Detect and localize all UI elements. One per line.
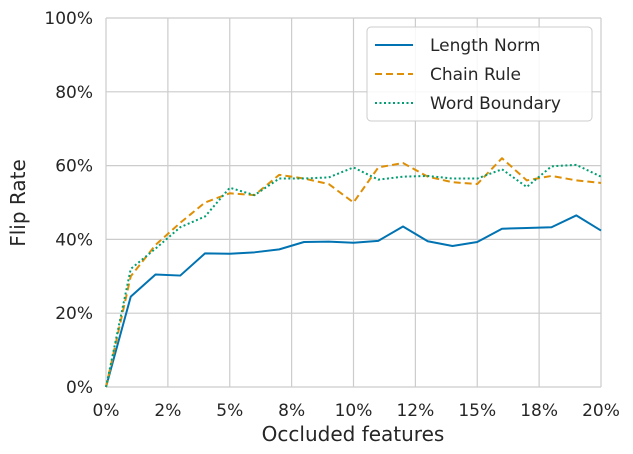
x-tick-label: 18% — [520, 401, 558, 421]
legend-label: Word Boundary — [430, 94, 561, 114]
y-tick-label: 40% — [55, 230, 93, 250]
x-tick-label: 12% — [396, 401, 434, 421]
x-tick-label: 5% — [216, 401, 243, 421]
x-tick-label: 10% — [335, 401, 373, 421]
x-tick-label: 2% — [154, 401, 181, 421]
y-axis-title: Flip Rate — [6, 159, 30, 247]
y-tick-label: 80% — [55, 83, 93, 103]
legend-label: Length Norm — [430, 36, 540, 56]
x-tick-label: 0% — [93, 401, 120, 421]
x-axis-ticks: 0% 2% 5% 8% 10% 12% 15% 18% 20% — [93, 401, 620, 421]
y-tick-label: 0% — [66, 378, 93, 398]
series-line-chain-rule — [105, 157, 602, 388]
legend-label: Chain Rule — [430, 65, 521, 85]
legend: Length Norm Chain Rule Word Boundary — [366, 26, 593, 122]
y-tick-label: 60% — [55, 157, 93, 177]
series-line-word-boundary — [105, 163, 602, 388]
y-tick-label: 100% — [44, 9, 93, 29]
x-tick-label: 20% — [582, 401, 620, 421]
y-tick-label: 20% — [55, 304, 93, 324]
series-line-length-norm — [105, 214, 602, 388]
y-axis-ticks: 0% 20% 40% 60% 80% 100% — [44, 9, 93, 398]
x-tick-label: 15% — [458, 401, 496, 421]
legend-box — [366, 26, 593, 122]
x-tick-label: 8% — [278, 401, 305, 421]
x-axis-title: Occluded features — [262, 422, 445, 446]
series-lines — [105, 157, 602, 388]
